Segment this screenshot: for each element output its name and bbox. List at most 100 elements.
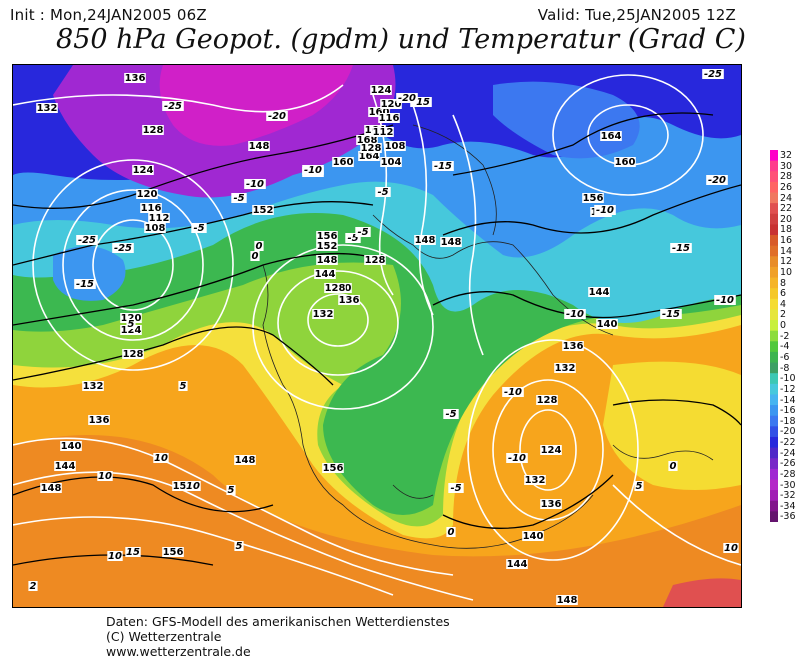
temperature-label: 0 bbox=[256, 241, 263, 252]
scale-swatch bbox=[770, 192, 778, 204]
scale-swatch bbox=[770, 277, 778, 289]
geopotential-label-bg bbox=[358, 151, 380, 161]
geopotential-label: 108 bbox=[385, 141, 406, 152]
scale-swatch bbox=[770, 500, 778, 512]
magenta-zone bbox=[159, 65, 353, 146]
geopotential-label-bg bbox=[324, 283, 346, 293]
scale-tick-label: 6 bbox=[780, 288, 787, 300]
temperature-label-bg bbox=[226, 485, 236, 495]
scale-tick-label: 10 bbox=[780, 266, 793, 278]
temperature-label: -25 bbox=[164, 101, 182, 112]
scale-tick-label: -14 bbox=[780, 394, 796, 406]
page-title: 850 hPa Geopot. (gpdm) und Temperatur (G… bbox=[56, 24, 746, 55]
temperature-label: -20 bbox=[398, 93, 416, 104]
geopotential-label-bg bbox=[322, 463, 344, 473]
temperature-label: -25 bbox=[78, 235, 96, 246]
scale-tick-label: -32 bbox=[780, 490, 796, 502]
geopotential-label-bg bbox=[332, 157, 354, 167]
scale-swatch bbox=[770, 394, 778, 406]
temperature-label: 10 bbox=[154, 453, 168, 464]
temperature-label-bg bbox=[126, 319, 136, 329]
scale-swatch bbox=[770, 320, 778, 332]
scale-tick-label: 8 bbox=[780, 277, 787, 289]
temperature-label-bg bbox=[660, 309, 682, 319]
geopotential-label: 104 bbox=[381, 157, 402, 168]
scale-tick-label: 0 bbox=[780, 320, 787, 332]
geopotential-label-bg bbox=[120, 325, 142, 335]
temperature-label-bg bbox=[178, 381, 188, 391]
temperature-label: -15 bbox=[662, 309, 680, 320]
temperature-label-bg bbox=[723, 543, 739, 553]
scale-swatch bbox=[770, 330, 778, 342]
geopotential-label: 124 bbox=[133, 165, 154, 176]
temperature-label: -5 bbox=[377, 187, 388, 198]
geopotential-label: 140 bbox=[523, 531, 544, 542]
geopotential-label-bg bbox=[536, 395, 558, 405]
scale-swatch bbox=[770, 266, 778, 279]
temperature-label-bg bbox=[443, 409, 459, 419]
scale-swatch bbox=[770, 213, 778, 225]
geopotential-label: 164 bbox=[359, 151, 380, 162]
geopotential-label: 132 bbox=[313, 309, 334, 320]
geopotential-label-bg bbox=[314, 269, 336, 279]
temperature-label-bg bbox=[28, 581, 38, 591]
geopotential-label: 148 bbox=[441, 237, 462, 248]
temperature-label: -5 bbox=[347, 233, 358, 244]
temperature-label-bg bbox=[375, 187, 391, 197]
scale-tick-label: -26 bbox=[780, 458, 796, 470]
geopotential-label: 152 bbox=[317, 241, 338, 252]
scale-swatch bbox=[770, 160, 778, 172]
geopotential-label-bg bbox=[132, 165, 154, 175]
geopotential-label-bg bbox=[588, 287, 610, 297]
temperature-label-bg bbox=[244, 179, 266, 189]
geopotential-label: 112 bbox=[373, 127, 394, 138]
temperature-label: -5 bbox=[357, 227, 368, 238]
geopotential-label-bg bbox=[248, 141, 270, 151]
temperature-label-bg bbox=[153, 453, 169, 463]
temperature-label-bg bbox=[668, 461, 678, 471]
scale-tick-label: -24 bbox=[780, 447, 796, 459]
geopotential-label-bg bbox=[370, 85, 392, 95]
scale-tick-label: 28 bbox=[780, 171, 793, 183]
scale-swatch bbox=[770, 298, 778, 310]
temperature-label: 10 bbox=[98, 471, 112, 482]
temperature-label-bg bbox=[191, 223, 207, 233]
geopotential-label: 156 bbox=[317, 231, 338, 242]
geopotential-label-bg bbox=[380, 99, 402, 109]
red-corner bbox=[663, 578, 741, 607]
temperature-label-bg bbox=[250, 251, 260, 261]
geopotential-label-bg bbox=[440, 237, 462, 247]
scale-tick-label: -30 bbox=[780, 479, 796, 491]
geopotential-label-bg bbox=[356, 135, 378, 145]
temperature-label: 15 bbox=[126, 547, 140, 558]
temperature-label: -10 bbox=[504, 387, 522, 398]
footer-data-source: Daten: GFS-Modell des amerikanischen Wet… bbox=[106, 614, 450, 629]
scale-swatch bbox=[770, 245, 778, 257]
geopotential-label: 148 bbox=[249, 141, 270, 152]
init-time: Init : Mon,24JAN2005 06Z bbox=[10, 6, 207, 24]
scale-swatch bbox=[770, 309, 778, 321]
geopotential-label-bg bbox=[36, 103, 58, 113]
geopotential-label-bg bbox=[556, 595, 578, 605]
scale-swatch bbox=[770, 468, 778, 480]
temperature-label-bg bbox=[446, 527, 456, 537]
temperature-label: 0 bbox=[448, 527, 455, 538]
scale-tick-label: -36 bbox=[780, 511, 796, 523]
geopotential-label: 128 bbox=[325, 283, 346, 294]
footer-url[interactable]: www.wetterzentrale.de bbox=[106, 644, 251, 659]
geopotential-label-bg bbox=[316, 231, 338, 241]
temperature-label-bg bbox=[74, 279, 96, 289]
scale-tick-label: 2 bbox=[780, 309, 787, 321]
temperature-label-bg bbox=[302, 165, 324, 175]
scale-swatch bbox=[770, 490, 778, 502]
temperature-label-bg bbox=[670, 243, 692, 253]
temperature-label: -15 bbox=[76, 279, 94, 290]
scale-swatch bbox=[770, 511, 778, 522]
temperature-label-bg bbox=[594, 205, 616, 215]
geopotential-label: 144 bbox=[507, 559, 528, 570]
scale-swatch bbox=[770, 447, 778, 459]
geopotential-label-bg bbox=[122, 349, 144, 359]
temperature-label: -25 bbox=[114, 243, 132, 254]
geopotential-label: 132 bbox=[525, 475, 546, 486]
geopotential-label-bg bbox=[372, 127, 394, 137]
